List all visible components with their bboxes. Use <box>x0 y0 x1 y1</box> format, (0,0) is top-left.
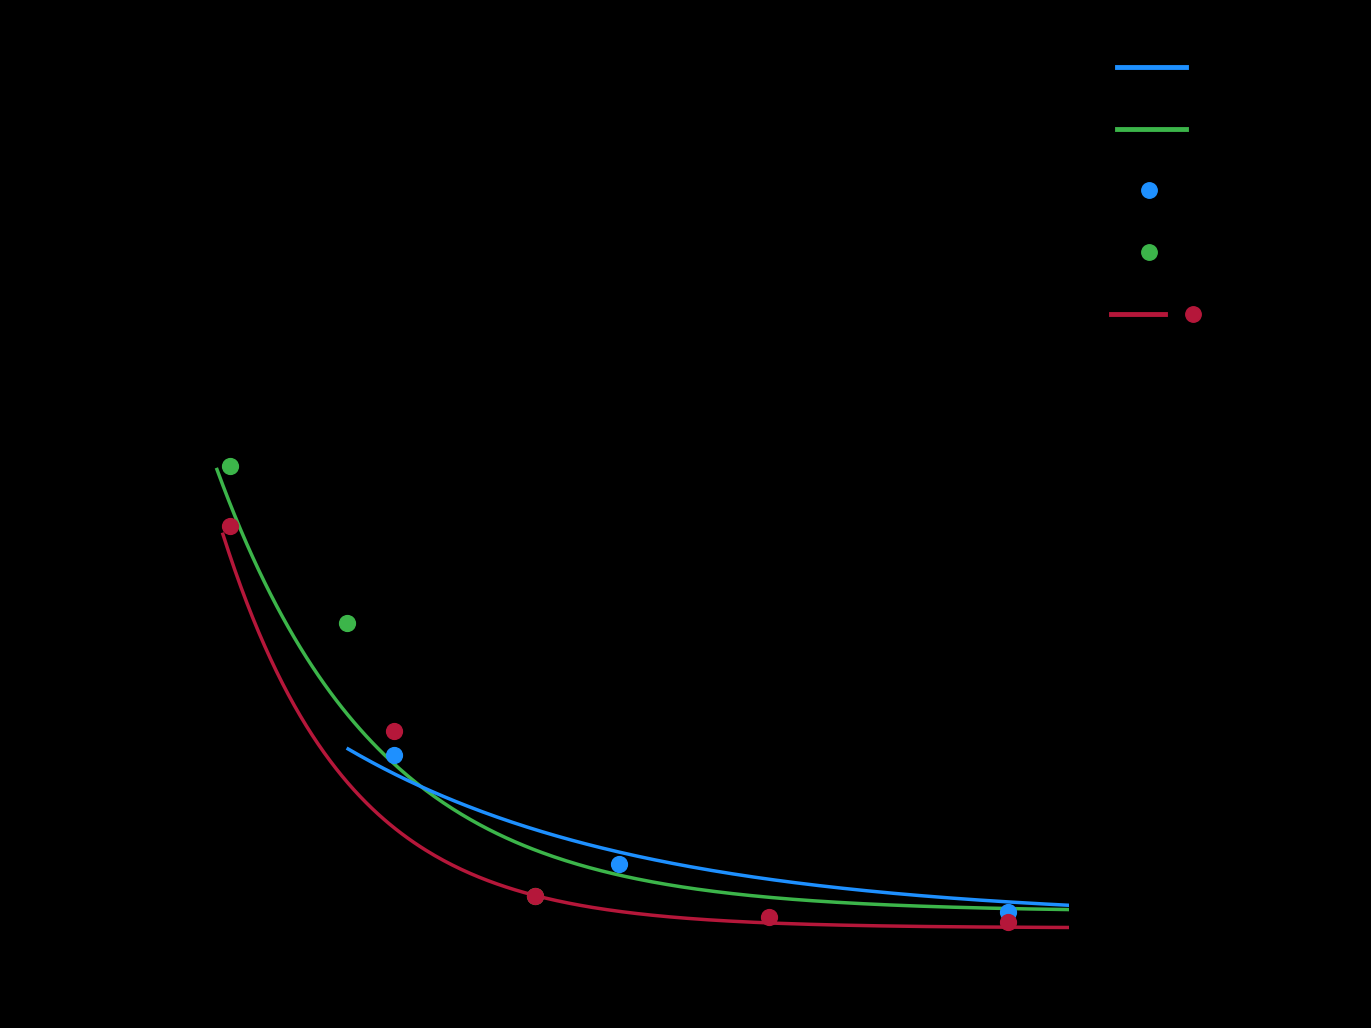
Point <box>1138 244 1160 260</box>
Point <box>609 855 631 872</box>
Point <box>758 910 780 926</box>
Point <box>524 887 546 904</box>
Point <box>998 904 1020 920</box>
Point <box>524 887 546 904</box>
Point <box>998 914 1020 930</box>
Point <box>1182 305 1204 322</box>
Point <box>336 615 358 631</box>
Point <box>383 747 404 764</box>
Point <box>219 518 241 535</box>
Point <box>219 457 241 474</box>
Point <box>383 723 404 739</box>
Point <box>1138 182 1160 198</box>
